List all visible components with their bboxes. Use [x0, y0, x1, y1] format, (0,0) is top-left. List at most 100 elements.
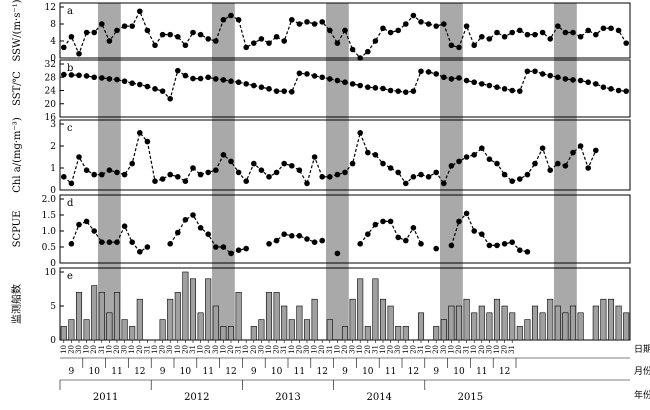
bar-54: [471, 312, 478, 341]
day-label-34: 20: [318, 345, 326, 354]
bar-19: [205, 278, 212, 341]
point-c-45: [403, 180, 409, 187]
point-c-69: [585, 165, 591, 171]
point-d-31: [296, 233, 303, 239]
point-c-39: [357, 130, 364, 136]
point-a-14: [167, 31, 173, 38]
bar-17: [189, 278, 197, 341]
ytick-label-b-1: 20: [45, 100, 57, 110]
day-label-1: 20: [67, 345, 75, 354]
point-b-24: [243, 81, 249, 87]
ytick-label-b-2: 24: [45, 87, 57, 97]
point-b-62: [532, 68, 538, 75]
point-a-61: [524, 31, 531, 38]
point-a-37: [342, 27, 348, 34]
point-c-21: [220, 152, 227, 158]
point-c-61: [524, 171, 531, 178]
point-a-55: [479, 33, 485, 40]
footer-year-label: 年份: [634, 389, 650, 401]
year-label-2: 2013: [275, 392, 300, 403]
point-d-33: [311, 239, 318, 245]
bar-71: [600, 298, 607, 341]
point-a-62: [532, 31, 538, 38]
bar-16: [182, 271, 189, 341]
point-d-41: [372, 221, 379, 228]
bar-31: [296, 305, 303, 341]
day-label-25: 20: [250, 345, 258, 354]
point-a-22: [228, 12, 234, 19]
point-d-44: [395, 234, 402, 241]
day-label-28: 20: [273, 345, 281, 354]
panel-frame-d: [59, 194, 631, 264]
day-label-16: 20: [181, 345, 189, 354]
point-d-20: [213, 244, 219, 250]
point-d-57: [494, 242, 500, 249]
point-b-74: [623, 88, 629, 94]
point-c-50: [441, 180, 447, 187]
point-d-58: [501, 241, 508, 247]
point-a-59: [509, 29, 515, 36]
ytick-label-a-3: 12: [45, 3, 56, 13]
point-b-33: [311, 73, 318, 79]
footer-date-label: 日期: [634, 344, 650, 355]
bar-32: [303, 319, 311, 341]
day-label-21: 10: [219, 345, 227, 354]
point-b-20: [213, 76, 219, 82]
point-d-4: [91, 228, 97, 234]
bar-27: [265, 292, 273, 341]
point-d-16: [182, 217, 189, 223]
point-c-1: [68, 180, 75, 187]
day-label-50: 30: [440, 345, 448, 354]
day-label-37: 20: [341, 345, 349, 354]
point-a-47: [418, 19, 424, 25]
day-label-49: 20: [432, 345, 440, 354]
point-b-17: [190, 75, 196, 82]
month-label-1-0: 9: [160, 367, 166, 377]
point-c-33: [311, 154, 318, 160]
point-b-67: [570, 77, 576, 83]
ytick-label-d-1: 0.5: [42, 243, 57, 253]
point-c-0: [61, 174, 67, 180]
point-c-35: [327, 174, 333, 180]
point-c-52: [456, 158, 462, 165]
point-c-63: [539, 145, 546, 151]
point-a-39: [357, 55, 364, 61]
point-b-25: [251, 82, 257, 89]
point-b-50: [441, 74, 447, 81]
bar-70: [592, 305, 599, 341]
bar-73: [615, 305, 622, 341]
bar-1: [68, 319, 75, 341]
point-a-71: [600, 25, 607, 32]
point-d-34: [319, 237, 326, 244]
shaded-band-3: [440, 3, 463, 340]
point-a-17: [190, 29, 196, 36]
point-c-5: [99, 171, 105, 178]
point-c-36: [334, 171, 341, 178]
point-b-65: [555, 74, 561, 81]
point-c-32: [304, 180, 310, 187]
point-b-1: [68, 72, 75, 78]
panel-label-b: b: [67, 63, 73, 74]
ytick-label-c-1: 1: [50, 164, 56, 174]
point-b-63: [539, 71, 546, 77]
point-d-14: [167, 241, 173, 247]
day-label-24: 10: [242, 345, 250, 354]
point-a-3: [83, 29, 90, 36]
point-c-14: [167, 171, 173, 178]
point-c-56: [486, 156, 493, 162]
day-label-40: 20: [364, 345, 372, 354]
point-b-41: [372, 85, 379, 91]
month-label-3-2: 11: [385, 367, 396, 377]
point-c-20: [213, 167, 219, 173]
ytick-label-c-0: 0: [50, 186, 56, 196]
day-label-12: 10: [151, 345, 159, 354]
point-d-53: [463, 210, 470, 217]
point-a-18: [197, 31, 204, 38]
month-label-2-3: 12: [316, 367, 327, 377]
bar-65: [554, 305, 561, 341]
point-b-34: [319, 74, 326, 81]
point-b-59: [509, 87, 515, 94]
point-c-49: [433, 169, 440, 176]
point-a-45: [403, 21, 409, 27]
point-c-57: [494, 160, 500, 167]
